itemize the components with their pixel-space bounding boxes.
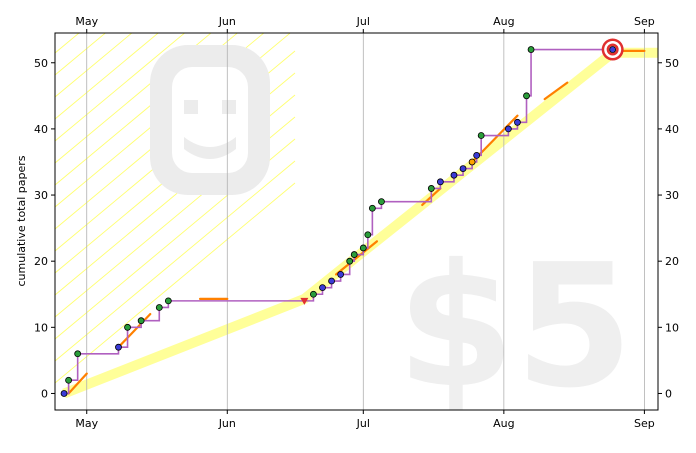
data-point-28	[523, 92, 530, 100]
data-point-19	[427, 185, 435, 192]
y-ticks-left: 0 10 20 30 40 50	[34, 57, 55, 400]
data-point-23	[468, 158, 476, 166]
y-tick-left-label: 20	[34, 255, 48, 268]
data-point-26	[504, 125, 512, 133]
data-point-27	[514, 118, 521, 126]
data-point-2	[74, 350, 82, 358]
data-point-7	[164, 297, 172, 305]
y-tick-right-label: 50	[665, 57, 679, 70]
data-point-1	[65, 376, 73, 384]
rate-segment-3	[334, 240, 379, 276]
smiley-face-icon	[150, 45, 270, 195]
rate-segment-0	[67, 372, 88, 395]
data-points	[60, 46, 617, 397]
y-tick-right-label: 40	[665, 123, 679, 136]
y-ticks-right: 0 10 20 30 40 50	[658, 57, 679, 400]
data-point-25	[477, 132, 485, 139]
watermark-text: $5	[397, 228, 634, 426]
data-point-16	[364, 231, 372, 239]
data-point-14	[350, 251, 358, 258]
data-point-6	[155, 304, 163, 311]
y-axis-title: cumulative total papers	[15, 155, 28, 286]
x-tick-top-label: Sep	[634, 15, 655, 28]
y-tick-left-label: 40	[34, 123, 48, 136]
data-point-24	[473, 151, 481, 159]
x-ticks-top: May Jun Jul Aug Sep	[75, 15, 655, 33]
guide-line	[55, 160, 296, 362]
guide-line	[55, 33, 107, 76]
data-point-11	[328, 277, 335, 285]
data-point-4	[124, 323, 131, 331]
data-point-12	[337, 271, 345, 278]
y-tick-left-label: 10	[34, 321, 48, 334]
guide-line	[55, 182, 296, 384]
data-point-30	[609, 46, 617, 53]
x-tick-bottom-label: May	[75, 417, 98, 430]
data-point-0	[60, 390, 68, 397]
data-point-18	[378, 198, 385, 206]
x-tick-bottom-label: Jul	[356, 417, 370, 430]
y-tick-right-label: 30	[665, 189, 679, 202]
guide-line	[55, 33, 159, 120]
y-tick-left-label: 0	[41, 387, 48, 400]
vertical-grid	[86, 33, 645, 410]
guide-line	[55, 33, 133, 98]
data-point-10	[319, 284, 326, 292]
data-point-21	[450, 171, 458, 179]
x-tick-bottom-label: Jun	[218, 417, 236, 430]
y-tick-right-label: 0	[665, 387, 672, 400]
x-tick-top-label: May	[75, 15, 98, 28]
rate-segment-6	[543, 81, 569, 101]
data-point-15	[359, 244, 367, 252]
x-tick-top-label: Jun	[218, 15, 236, 28]
data-point-29	[527, 46, 535, 53]
y-tick-right-label: 10	[665, 321, 679, 334]
rate-segment-1	[117, 312, 152, 349]
data-point-5	[137, 317, 145, 325]
data-point-3	[115, 343, 122, 351]
data-point-13	[346, 257, 354, 265]
data-point-9	[310, 290, 317, 298]
x-tick-bottom-label: Sep	[634, 417, 655, 430]
x-ticks-bottom: May Jun Jul Aug Sep	[75, 410, 655, 430]
guide-line	[55, 33, 186, 142]
plot-frame	[54, 32, 659, 411]
data-point-17	[368, 204, 376, 212]
x-tick-bottom-label: Aug	[493, 417, 514, 430]
x-tick-top-label: Jul	[356, 15, 370, 28]
y-tick-left-label: 30	[34, 189, 48, 202]
y-tick-left-label: 50	[34, 57, 48, 70]
x-tick-top-label: Aug	[493, 15, 514, 28]
data-point-20	[436, 178, 444, 186]
data-point-8	[300, 297, 309, 305]
data-point-22	[459, 165, 467, 172]
y-tick-right-label: 20	[665, 255, 679, 268]
